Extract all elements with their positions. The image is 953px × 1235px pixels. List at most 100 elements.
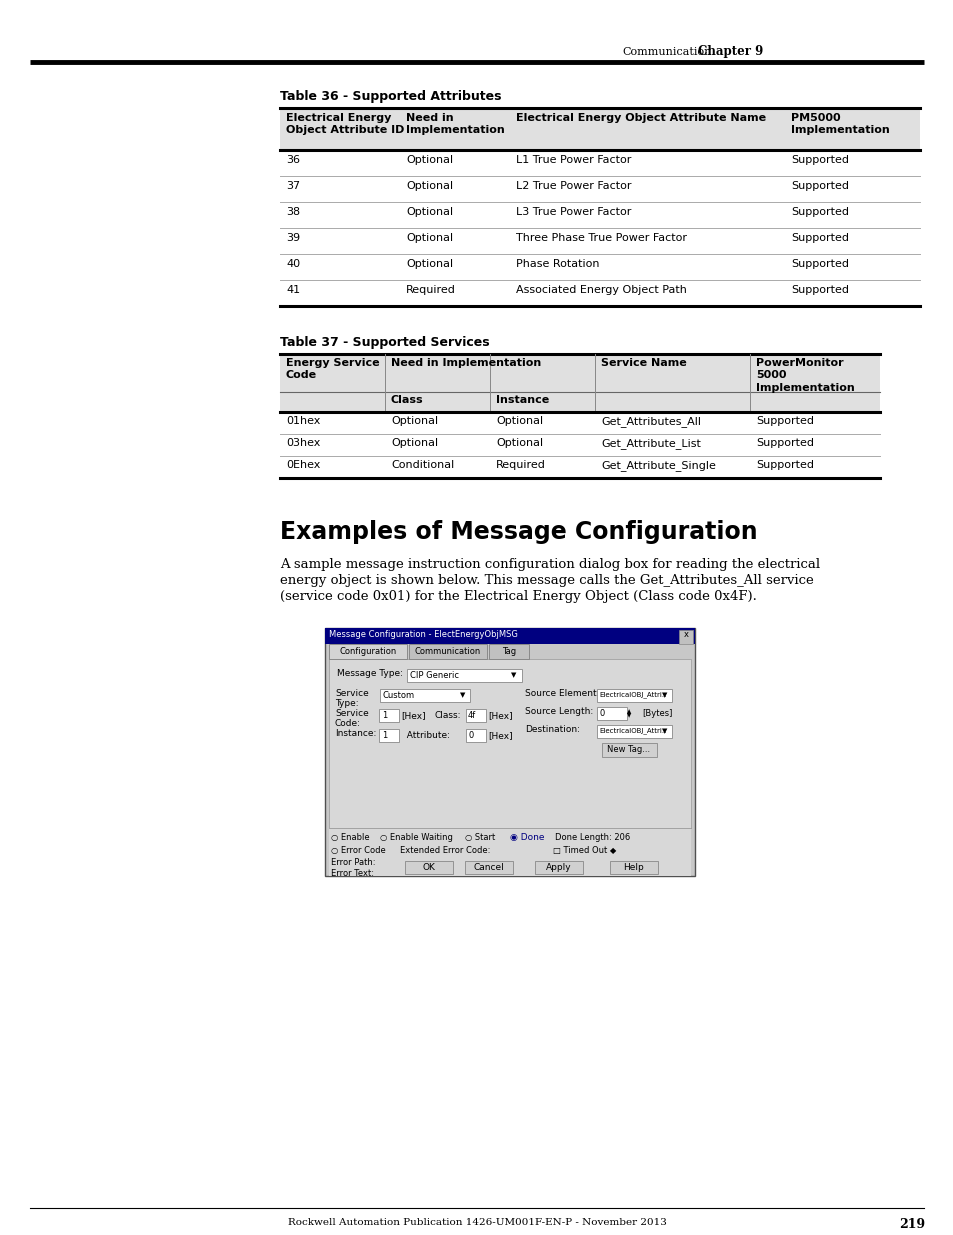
Text: A sample message instruction configuration dialog box for reading the electrical: A sample message instruction configurati… <box>280 558 820 571</box>
Text: ○ Enable Waiting: ○ Enable Waiting <box>379 832 453 842</box>
Text: 36: 36 <box>286 156 299 165</box>
Text: 38: 38 <box>286 207 300 217</box>
Text: Destination:: Destination: <box>524 725 579 734</box>
Text: ○ Enable: ○ Enable <box>331 832 369 842</box>
Text: 1: 1 <box>381 731 387 740</box>
Text: Optional: Optional <box>406 233 453 243</box>
Text: Table 37 - Supported Services: Table 37 - Supported Services <box>280 336 489 350</box>
Text: PM5000
Implementation: PM5000 Implementation <box>790 112 889 136</box>
Text: 41: 41 <box>286 285 300 295</box>
Text: OK: OK <box>422 863 435 872</box>
Bar <box>535 861 582 874</box>
Text: Message Configuration - ElectEnergyObjMSG: Message Configuration - ElectEnergyObjMS… <box>329 630 517 638</box>
Text: 0Ehex: 0Ehex <box>286 459 320 471</box>
Text: Optional: Optional <box>496 438 542 448</box>
Text: ▼: ▼ <box>661 727 667 734</box>
Text: Table 36 - Supported Attributes: Table 36 - Supported Attributes <box>280 90 501 103</box>
Text: Class: Class <box>391 395 423 405</box>
Text: Associated Energy Object Path: Associated Energy Object Path <box>516 285 686 295</box>
Text: 37: 37 <box>286 182 300 191</box>
Text: [Bytes]: [Bytes] <box>641 709 672 718</box>
Text: L3 True Power Factor: L3 True Power Factor <box>516 207 631 217</box>
Text: Optional: Optional <box>406 207 453 217</box>
Bar <box>601 743 657 757</box>
Bar <box>379 689 470 701</box>
Text: PowerMonitor
5000
Implementation: PowerMonitor 5000 Implementation <box>755 358 854 393</box>
Text: Tag: Tag <box>501 647 516 656</box>
Text: ○ Start: ○ Start <box>464 832 495 842</box>
Text: ElectricalOBJ_Attri..: ElectricalOBJ_Attri.. <box>598 727 666 734</box>
Bar <box>280 354 879 412</box>
Text: Class:: Class: <box>435 711 461 720</box>
Text: Optional: Optional <box>406 182 453 191</box>
Text: Cancel: Cancel <box>473 863 504 872</box>
Text: New Tag...: New Tag... <box>607 745 650 755</box>
Bar <box>325 629 695 643</box>
Text: 39: 39 <box>286 233 300 243</box>
Text: Help: Help <box>623 863 643 872</box>
Text: ▼: ▼ <box>511 672 517 678</box>
Bar <box>465 709 485 722</box>
Text: Supported: Supported <box>790 259 848 269</box>
Text: Instance:: Instance: <box>335 729 376 739</box>
Text: 1: 1 <box>381 711 387 720</box>
Bar <box>407 669 521 682</box>
Text: Communication: Communication <box>621 47 711 57</box>
Text: Source Element:: Source Element: <box>524 689 598 698</box>
Bar <box>597 689 671 701</box>
Text: ElectricalOBJ_Attri..: ElectricalOBJ_Attri.. <box>598 692 666 698</box>
Bar <box>597 706 626 720</box>
Text: Supported: Supported <box>755 459 813 471</box>
Text: [Hex]: [Hex] <box>400 711 425 720</box>
Text: Communication: Communication <box>415 647 480 656</box>
Text: L1 True Power Factor: L1 True Power Factor <box>516 156 631 165</box>
Text: 4f: 4f <box>468 711 476 720</box>
Bar <box>609 861 658 874</box>
Text: ▲
▼: ▲ ▼ <box>626 709 631 719</box>
Text: □ Timed Out ◆: □ Timed Out ◆ <box>553 846 616 855</box>
Text: L2 True Power Factor: L2 True Power Factor <box>516 182 631 191</box>
Text: Supported: Supported <box>790 156 848 165</box>
Text: Required: Required <box>406 285 456 295</box>
Bar <box>409 643 486 659</box>
Text: [Hex]: [Hex] <box>488 731 512 740</box>
Text: Optional: Optional <box>391 438 437 448</box>
Text: 219: 219 <box>898 1218 924 1231</box>
Text: Supported: Supported <box>790 285 848 295</box>
Bar <box>489 643 529 659</box>
Text: Electrical Energy
Object Attribute ID: Electrical Energy Object Attribute ID <box>286 112 404 136</box>
Text: Extended Error Code:: Extended Error Code: <box>399 846 490 855</box>
Bar <box>325 629 695 876</box>
Text: energy object is shown below. This message calls the Get_Attributes_All service: energy object is shown below. This messa… <box>280 574 813 587</box>
Text: Conditional: Conditional <box>391 459 454 471</box>
Text: Examples of Message Configuration: Examples of Message Configuration <box>280 520 757 543</box>
Text: ▼: ▼ <box>661 692 667 698</box>
Text: Custom: Custom <box>382 692 415 700</box>
Bar <box>465 729 485 742</box>
Text: Energy Service
Code: Energy Service Code <box>286 358 379 380</box>
Text: (service code 0x01) for the Electrical Energy Object (Class code 0x4F).: (service code 0x01) for the Electrical E… <box>280 590 756 603</box>
Text: ○ Error Code: ○ Error Code <box>331 846 385 855</box>
Bar <box>329 827 690 876</box>
Text: Optional: Optional <box>391 416 437 426</box>
Text: Rockwell Automation Publication 1426-UM001F-EN-P - November 2013: Rockwell Automation Publication 1426-UM0… <box>287 1218 666 1228</box>
Text: ◉ Done: ◉ Done <box>510 832 544 842</box>
Text: Service
Type:: Service Type: <box>335 689 369 709</box>
Text: Message Type:: Message Type: <box>336 669 402 678</box>
Bar <box>464 861 513 874</box>
Text: Supported: Supported <box>790 233 848 243</box>
Text: Supported: Supported <box>790 182 848 191</box>
Text: Configuration: Configuration <box>339 647 396 656</box>
Text: Electrical Energy Object Attribute Name: Electrical Energy Object Attribute Name <box>516 112 765 124</box>
Bar <box>679 630 692 643</box>
Bar <box>329 659 690 827</box>
Text: 03hex: 03hex <box>286 438 320 448</box>
Text: CIP Generic: CIP Generic <box>410 671 458 680</box>
Text: Need in Implementation: Need in Implementation <box>391 358 540 368</box>
Bar <box>280 107 919 149</box>
Text: Three Phase True Power Factor: Three Phase True Power Factor <box>516 233 686 243</box>
Text: Supported: Supported <box>755 438 813 448</box>
Text: Optional: Optional <box>496 416 542 426</box>
Text: Need in
Implementation: Need in Implementation <box>406 112 504 136</box>
Text: Apply: Apply <box>546 863 571 872</box>
